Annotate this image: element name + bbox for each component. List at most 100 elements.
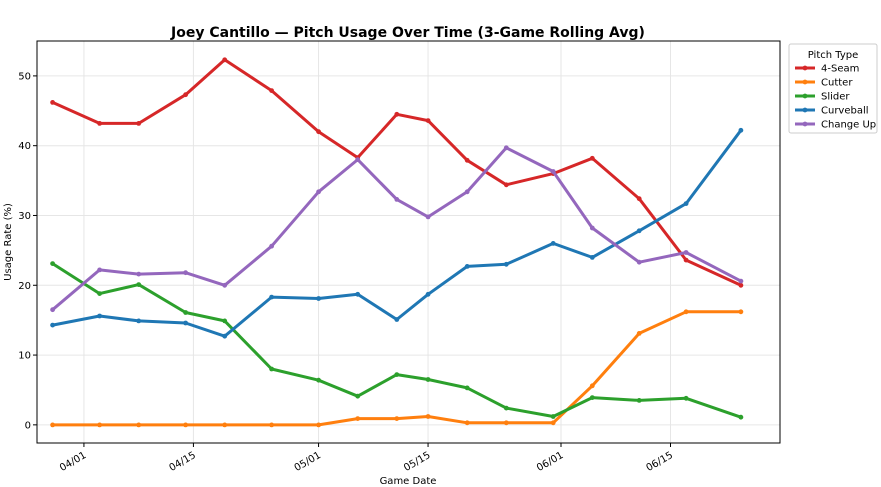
x-tick-label: 06/01 <box>535 450 565 474</box>
legend-item-cutter: Cutter <box>795 78 853 89</box>
series-slider <box>50 261 744 420</box>
data-point-cutter <box>464 420 470 426</box>
data-point-slider <box>636 398 642 403</box>
data-point-4-seam <box>394 111 400 117</box>
data-point-curveball <box>50 322 55 328</box>
data-point-change-up <box>222 282 228 288</box>
plot-frame <box>36 40 781 444</box>
data-point-4-seam <box>683 257 689 263</box>
data-point-cutter <box>683 309 689 315</box>
data-point-curveball <box>355 291 361 297</box>
data-point-4-seam <box>183 92 189 98</box>
data-point-4-seam <box>425 118 431 123</box>
data-point-curveball <box>683 201 689 207</box>
y-tick-label: 40 <box>18 141 31 152</box>
data-point-4-seam <box>97 121 102 126</box>
y-tick-label: 30 <box>18 211 31 222</box>
series-line-cutter <box>51 310 743 427</box>
data-point-change-up <box>183 270 189 276</box>
data-point-change-up <box>503 145 509 151</box>
data-point-curveball <box>738 127 744 133</box>
data-point-slider <box>97 291 102 296</box>
series-line-slider <box>51 262 743 419</box>
data-point-curveball <box>636 228 642 234</box>
data-point-cutter <box>222 422 228 428</box>
data-point-cutter <box>97 422 102 428</box>
x-axis: 04/01 04/15 05/01 05/15 06/01 06/15 <box>58 443 675 474</box>
data-point-curveball <box>503 261 509 267</box>
legend: Pitch Type 4-Seam Cutter Slider Curveball Ch… <box>788 43 878 134</box>
data-point-4-seam <box>316 129 321 135</box>
y-tick-label: 20 <box>18 281 31 292</box>
data-point-cutter <box>636 331 642 336</box>
data-point-change-up <box>316 189 321 195</box>
data-point-curveball <box>183 320 189 326</box>
data-point-cutter <box>394 416 400 421</box>
data-point-4-seam <box>738 282 744 288</box>
data-point-change-up <box>464 189 470 195</box>
data-point-slider <box>222 318 228 324</box>
data-point-change-up <box>136 271 142 277</box>
data-point-cutter <box>136 422 142 428</box>
data-point-4-seam <box>50 100 55 105</box>
x-tick-label: 05/01 <box>293 450 323 474</box>
legend-marker <box>802 121 808 127</box>
data-point-slider <box>136 282 142 287</box>
data-point-change-up <box>738 278 744 284</box>
data-point-curveball <box>425 291 431 297</box>
series-cutter <box>50 309 744 428</box>
data-point-4-seam <box>222 57 228 63</box>
data-point-4-seam <box>269 88 274 93</box>
x-tick-label: 05/15 <box>402 450 432 474</box>
grid <box>37 41 780 443</box>
legend-item-change-up: Change Up <box>795 120 876 131</box>
data-point-cutter <box>316 422 321 428</box>
data-point-4-seam <box>589 155 595 161</box>
series-group <box>50 57 744 428</box>
legend-marker <box>802 107 808 113</box>
data-point-slider <box>269 366 274 372</box>
legend-label: Slider <box>821 92 850 103</box>
data-point-slider <box>50 261 55 266</box>
legend-marker <box>802 79 808 85</box>
x-tick-label: 04/15 <box>167 450 197 474</box>
data-point-slider <box>683 395 689 401</box>
y-tick-label: 10 <box>18 351 31 362</box>
data-point-slider <box>503 405 509 411</box>
series-4-seam <box>50 57 744 288</box>
data-point-change-up <box>589 225 595 231</box>
data-point-cutter <box>269 422 274 428</box>
legend-label: Cutter <box>821 78 853 89</box>
legend-label: Change Up <box>821 120 876 131</box>
x-tick-label: 04/01 <box>58 450 88 474</box>
legend-title: Pitch Type <box>808 50 859 61</box>
data-point-slider <box>425 377 431 382</box>
data-point-slider <box>738 414 744 420</box>
series-change-up <box>50 145 744 313</box>
data-point-change-up <box>394 197 400 202</box>
data-point-cutter <box>738 309 744 315</box>
legend-items: 4-Seam Cutter Slider Curveball Change Up <box>795 64 876 131</box>
data-point-curveball <box>394 317 400 322</box>
data-point-4-seam <box>136 121 142 126</box>
data-point-change-up <box>636 259 642 265</box>
legend-marker <box>802 93 808 99</box>
legend-item-curveball: Curveball <box>795 106 869 117</box>
data-point-curveball <box>97 313 102 319</box>
data-point-slider <box>394 372 400 377</box>
y-tick-label: 0 <box>25 420 31 431</box>
series-line-curveball <box>51 128 743 338</box>
legend-marker <box>802 65 808 71</box>
data-point-change-up <box>683 250 689 255</box>
series-line-4-seam <box>51 58 743 287</box>
data-point-change-up <box>50 307 55 313</box>
data-point-curveball <box>269 294 274 300</box>
data-point-slider <box>183 310 189 315</box>
data-point-curveball <box>550 241 556 246</box>
data-point-cutter <box>183 422 189 428</box>
data-point-curveball <box>136 318 142 324</box>
y-axis-label: Usage Rate (%) <box>3 203 14 281</box>
legend-item-slider: Slider <box>795 92 850 103</box>
data-point-4-seam <box>636 196 642 202</box>
data-point-cutter <box>50 422 55 428</box>
